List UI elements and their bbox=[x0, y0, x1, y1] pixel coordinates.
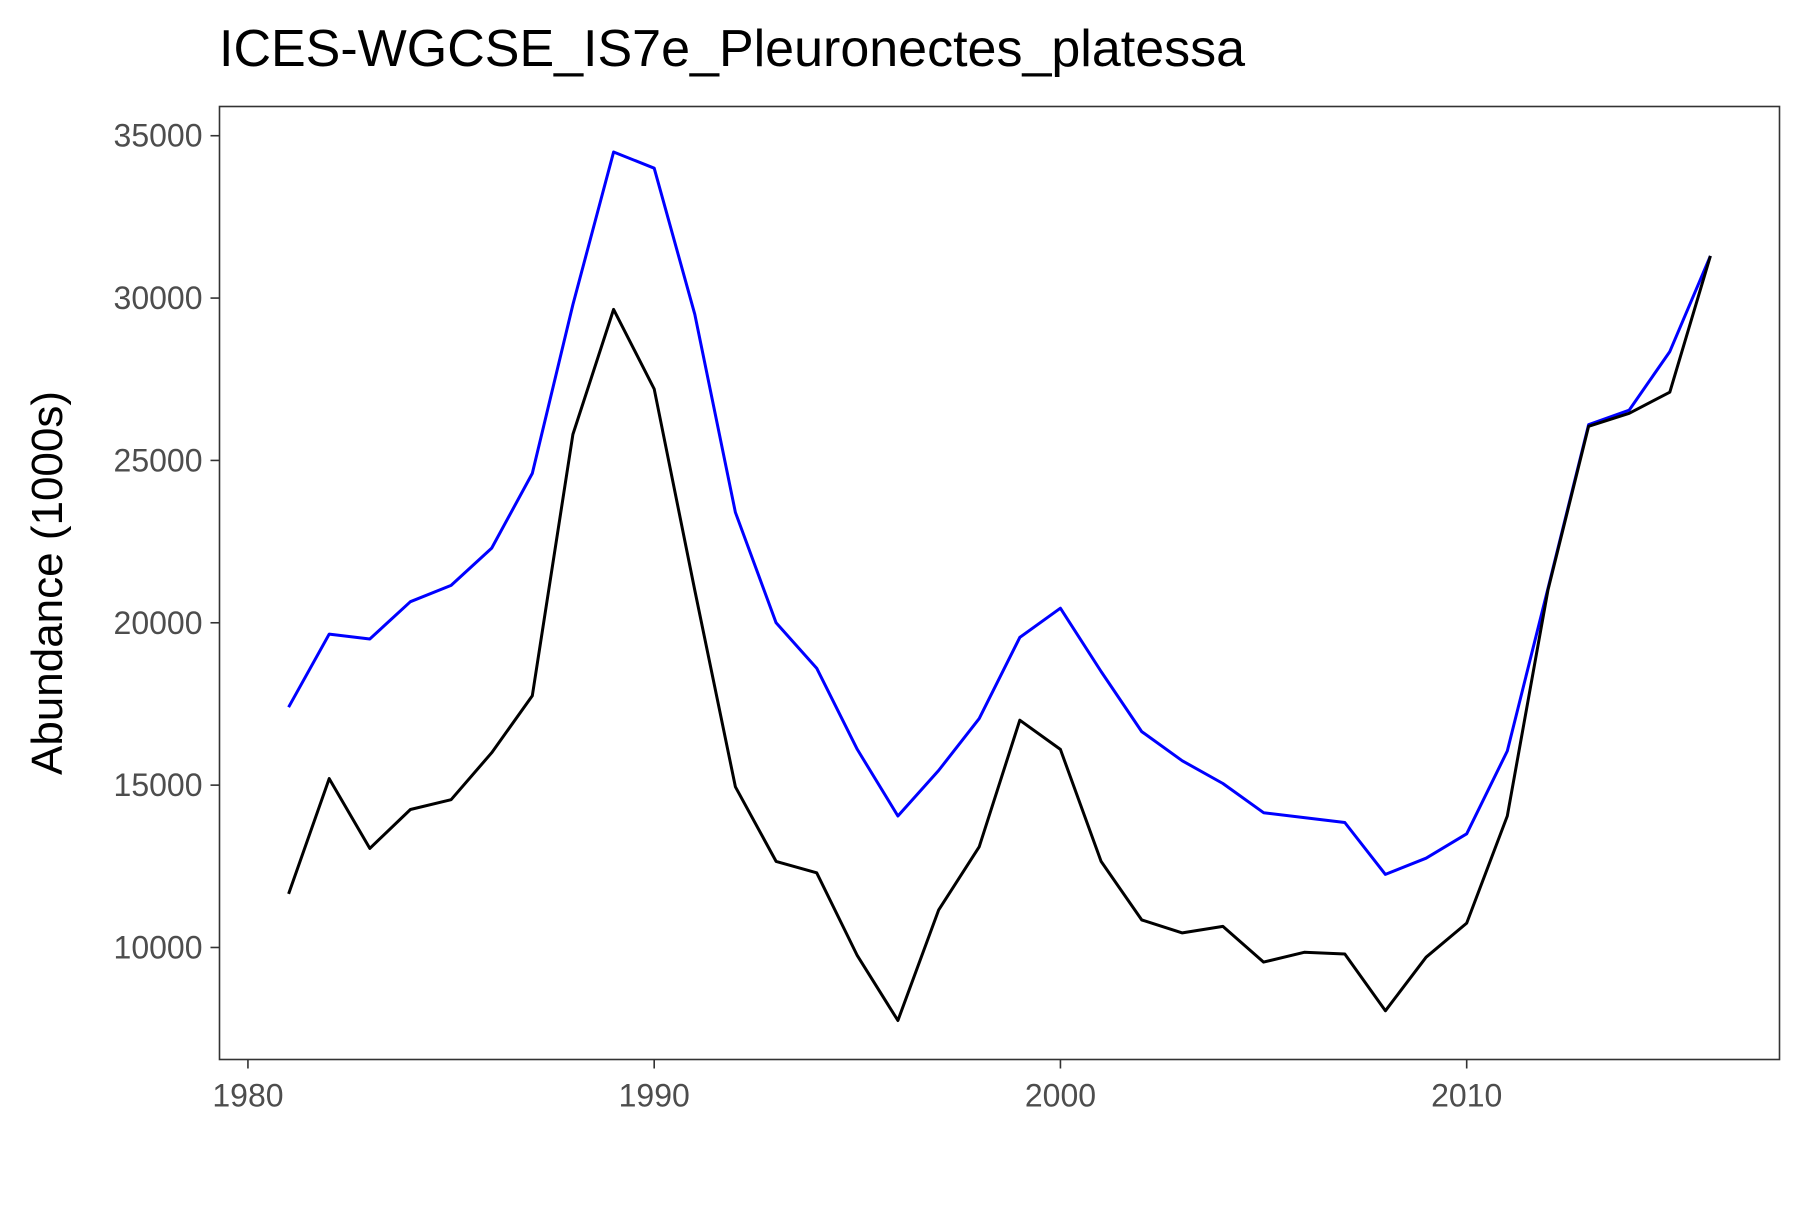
series-line-1 bbox=[287, 150, 1712, 876]
y-tick-label: 30000 bbox=[114, 280, 203, 316]
y-tick-label: 15000 bbox=[114, 767, 203, 803]
x-axis: 1980 1990 2000 2010 bbox=[212, 1059, 1502, 1114]
x-tick-label: 1980 bbox=[212, 1078, 283, 1114]
series-line-2 bbox=[287, 255, 1712, 1022]
y-tick-label: 35000 bbox=[114, 118, 203, 154]
x-tick-label: 1990 bbox=[619, 1078, 690, 1114]
y-axis-label: Abundance (1000s) bbox=[23, 391, 72, 775]
y-axis: 10000 15000 20000 25000 30000 35000 bbox=[114, 118, 220, 965]
y-tick-label: 25000 bbox=[114, 442, 203, 478]
y-tick-label: 10000 bbox=[114, 929, 203, 965]
y-tick-label: 20000 bbox=[114, 605, 203, 641]
x-tick-label: 2000 bbox=[1025, 1078, 1096, 1114]
x-tick-label: 2010 bbox=[1431, 1078, 1502, 1114]
series-layer bbox=[287, 150, 1712, 1022]
chart-title: ICES-WGCSE_IS7e_Pleuronectes_platessa bbox=[219, 20, 1245, 78]
plot-panel bbox=[218, 105, 1781, 1061]
